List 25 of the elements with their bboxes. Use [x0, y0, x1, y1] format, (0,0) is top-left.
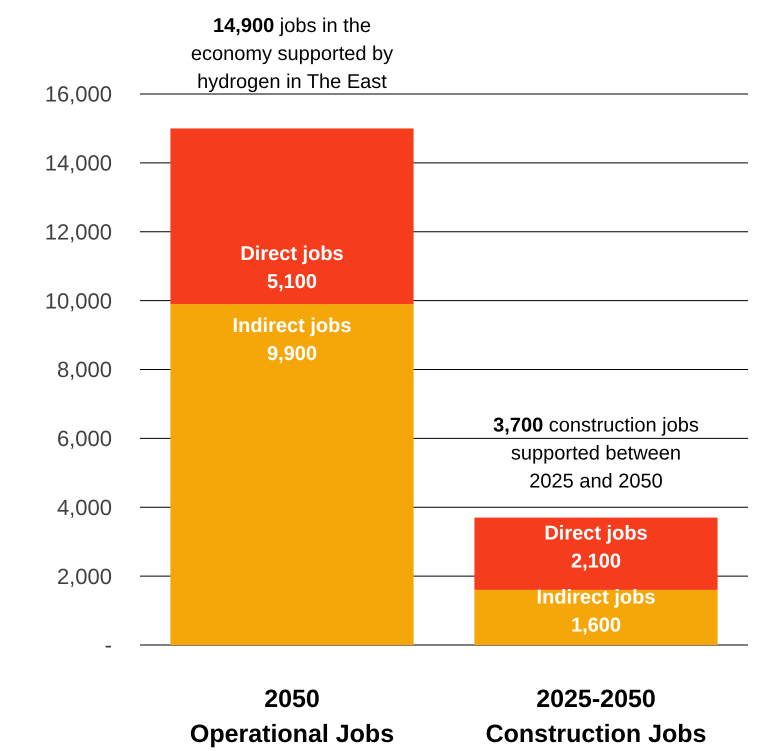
- y-tick-label: 14,000: [44, 150, 112, 176]
- y-tick-label: 2,000: [56, 564, 112, 589]
- x-tick-label: 2050 Operational Jobs: [190, 685, 394, 748]
- y-tick-label: 10,000: [44, 288, 112, 314]
- bar: [474, 590, 718, 645]
- text: Direct jobs: [240, 243, 344, 266]
- data-label: 5,100: [266, 271, 318, 294]
- y-tick-label: 8,000: [56, 357, 112, 382]
- data-label: 9,900: [266, 343, 318, 366]
- annotation: 14,900 jobs in the economy supported by hydrogen in The East: [190, 14, 394, 93]
- series-label: Indirect jobs: [536, 586, 656, 608]
- bar: [170, 128, 414, 304]
- y-tick-label: 4,000: [56, 494, 112, 520]
- bar: [170, 304, 414, 645]
- data-label: 2,100: [570, 550, 622, 573]
- bar: [474, 518, 718, 590]
- x-tick-label: 2025-2050 Construction Jobs: [486, 685, 706, 748]
- y-tick-label: 6,000: [56, 426, 112, 452]
- y-tick-label: -: [104, 632, 112, 658]
- annotation: 3,700 construction jobs supported between 2025 and 2050: [493, 414, 699, 493]
- y-tick-label: 12,000: [44, 219, 112, 244]
- y-tick-label: 16,000: [44, 82, 112, 107]
- data-label: 1,600: [570, 614, 622, 636]
- series-label: Direct jobs: [544, 522, 648, 545]
- text: Indirect jobs: [232, 315, 352, 338]
